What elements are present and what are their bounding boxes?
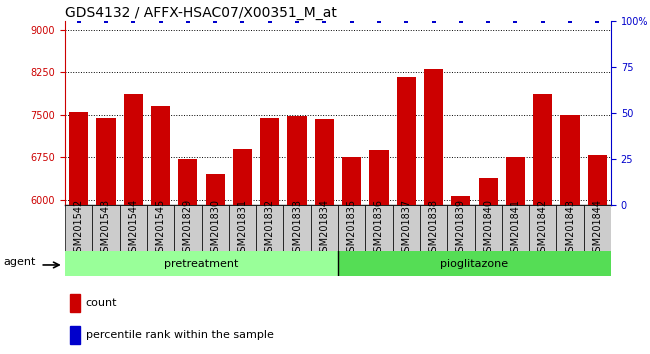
Text: GSM201830: GSM201830: [210, 199, 220, 258]
Text: GDS4132 / AFFX-HSAC07/X00351_M_at: GDS4132 / AFFX-HSAC07/X00351_M_at: [65, 6, 337, 20]
Bar: [529, 205, 556, 251]
Bar: [478, 178, 498, 354]
Bar: [65, 251, 338, 276]
Point: [346, 18, 357, 24]
Text: GSM201834: GSM201834: [319, 199, 330, 258]
Point: [592, 18, 603, 24]
Point: [319, 18, 330, 24]
Text: GSM201840: GSM201840: [483, 199, 493, 258]
Bar: [233, 149, 252, 354]
Point: [538, 18, 548, 24]
Text: GSM201842: GSM201842: [538, 199, 548, 258]
Text: GSM201835: GSM201835: [346, 199, 357, 258]
Bar: [69, 113, 88, 354]
Point: [183, 18, 193, 24]
Text: GSM201843: GSM201843: [565, 199, 575, 258]
Bar: [174, 205, 202, 251]
Text: GSM201542: GSM201542: [73, 199, 84, 258]
Bar: [283, 205, 311, 251]
Bar: [202, 205, 229, 251]
Text: GSM201831: GSM201831: [237, 199, 248, 258]
Bar: [311, 205, 338, 251]
Point: [374, 18, 384, 24]
Bar: [338, 205, 365, 251]
Text: GSM201841: GSM201841: [510, 199, 521, 258]
Bar: [588, 155, 607, 354]
Bar: [393, 205, 420, 251]
Bar: [447, 205, 474, 251]
Text: GSM201544: GSM201544: [128, 199, 138, 258]
Point: [73, 18, 84, 24]
Text: count: count: [86, 298, 117, 308]
Text: GSM201829: GSM201829: [183, 199, 193, 258]
Text: percentile rank within the sample: percentile rank within the sample: [86, 330, 274, 340]
Text: GSM201833: GSM201833: [292, 199, 302, 258]
Point: [565, 18, 575, 24]
Point: [456, 18, 466, 24]
Bar: [560, 115, 580, 354]
Text: GSM201844: GSM201844: [592, 199, 603, 258]
Point: [101, 18, 111, 24]
Bar: [342, 156, 361, 354]
Bar: [151, 106, 170, 354]
Bar: [96, 118, 116, 354]
Point: [210, 18, 220, 24]
Bar: [147, 205, 174, 251]
Bar: [70, 326, 81, 344]
Text: GSM201836: GSM201836: [374, 199, 384, 258]
Bar: [70, 295, 81, 312]
Bar: [205, 173, 225, 354]
Point: [428, 18, 439, 24]
Point: [237, 18, 248, 24]
Bar: [369, 150, 389, 354]
Text: GSM201543: GSM201543: [101, 199, 111, 258]
Point: [155, 18, 166, 24]
Bar: [315, 119, 334, 354]
Text: pioglitazone: pioglitazone: [441, 259, 508, 269]
Bar: [533, 94, 552, 354]
Bar: [451, 196, 471, 354]
Bar: [338, 251, 611, 276]
Text: GSM201839: GSM201839: [456, 199, 466, 258]
Bar: [474, 205, 502, 251]
Text: pretreatment: pretreatment: [164, 259, 239, 269]
Bar: [65, 205, 92, 251]
Text: GSM201837: GSM201837: [401, 199, 411, 258]
Bar: [502, 205, 529, 251]
Bar: [92, 205, 120, 251]
Bar: [287, 116, 307, 354]
Point: [483, 18, 493, 24]
Point: [401, 18, 411, 24]
Bar: [124, 94, 143, 354]
Bar: [365, 205, 393, 251]
Text: GSM201838: GSM201838: [428, 199, 439, 258]
Point: [265, 18, 275, 24]
Text: GSM201832: GSM201832: [265, 199, 275, 258]
Bar: [556, 205, 584, 251]
Bar: [424, 69, 443, 354]
Bar: [256, 205, 283, 251]
Text: agent: agent: [3, 257, 36, 268]
Point: [292, 18, 302, 24]
Bar: [260, 118, 280, 354]
Bar: [178, 159, 198, 354]
Bar: [396, 77, 416, 354]
Point: [128, 18, 138, 24]
Bar: [420, 205, 447, 251]
Bar: [120, 205, 147, 251]
Text: GSM201545: GSM201545: [155, 199, 166, 258]
Bar: [584, 205, 611, 251]
Bar: [229, 205, 256, 251]
Point: [510, 18, 521, 24]
Bar: [506, 156, 525, 354]
